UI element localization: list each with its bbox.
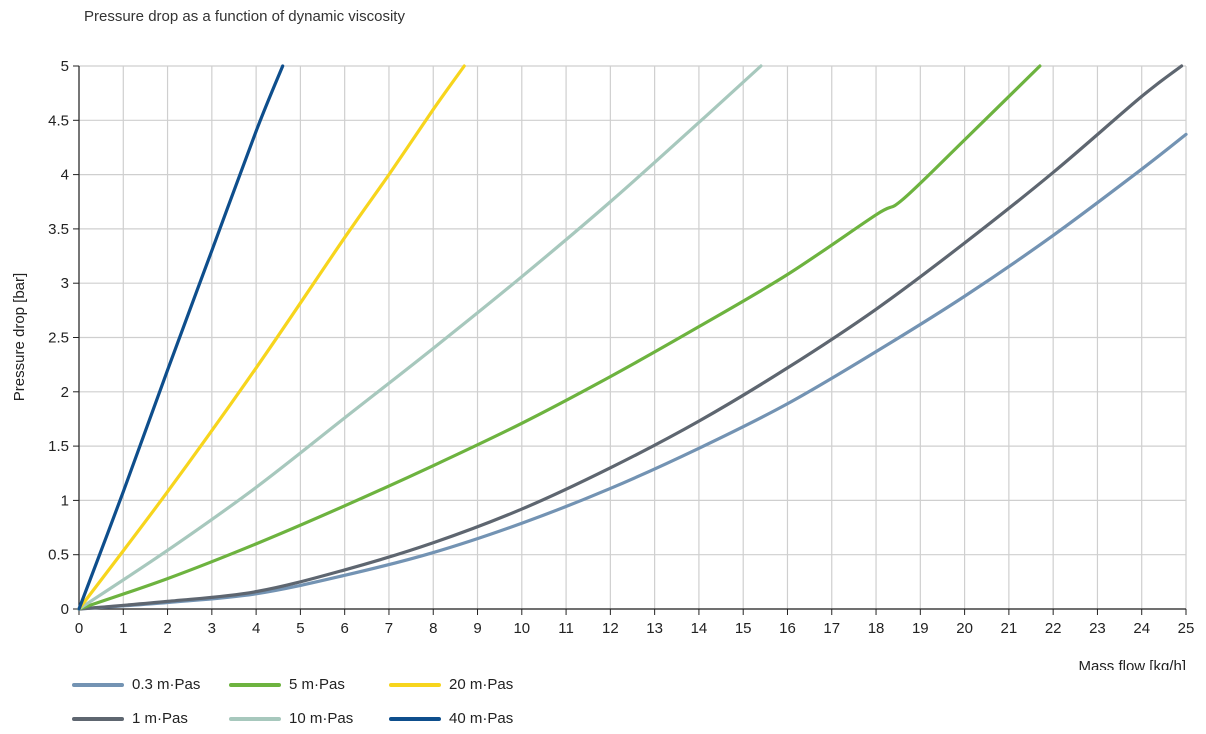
x-tick-label: 18 bbox=[868, 620, 885, 637]
x-tick-label: 4 bbox=[252, 620, 260, 637]
x-axis-label: Mass flow [kg/h] bbox=[1078, 658, 1186, 670]
legend-label: 0.3 m·Pas bbox=[132, 676, 201, 693]
x-tick-label: 17 bbox=[823, 620, 840, 637]
x-tick-label: 1 bbox=[119, 620, 127, 637]
legend-item: 40 m·Pas bbox=[389, 710, 513, 727]
y-tick-label: 4 bbox=[61, 167, 69, 184]
legend-swatch bbox=[72, 716, 124, 721]
y-tick-label: 5 bbox=[61, 58, 69, 75]
chart-plot: 0 1 2 3 4 5 6 7 8 9 10 11 12 13 14 15 16 17 18 19 20 21 22 23 24… bbox=[11, 58, 1194, 670]
legend-item: 10 m·Pas bbox=[229, 710, 353, 727]
grid bbox=[78, 65, 1187, 610]
x-tick-label: 5 bbox=[296, 620, 304, 637]
x-tick-label: 2 bbox=[163, 620, 171, 637]
legend-label: 5 m·Pas bbox=[289, 676, 345, 693]
legend-item: 0.3 m·Pas bbox=[72, 676, 200, 693]
x-tick-label: 15 bbox=[735, 620, 752, 637]
x-tick-label: 3 bbox=[208, 620, 216, 637]
y-tick-label: 3.5 bbox=[48, 221, 69, 238]
y-tick-label: 2 bbox=[61, 384, 69, 401]
x-tick-label: 7 bbox=[385, 620, 393, 637]
legend-label: 20 m·Pas bbox=[449, 676, 514, 693]
series-line-3 bbox=[77, 64, 763, 611]
x-tick-label: 10 bbox=[513, 620, 530, 637]
y-tick-label: 1 bbox=[61, 492, 69, 509]
x-tick-label: 23 bbox=[1089, 620, 1106, 637]
y-tick-label: 2.5 bbox=[48, 330, 69, 347]
chart-title: Pressure drop as a function of dynamic v… bbox=[84, 8, 405, 25]
legend-label: 10 m·Pas bbox=[289, 710, 354, 727]
x-tick-label: 13 bbox=[646, 620, 663, 637]
series-line-1 bbox=[77, 64, 1184, 611]
x-tick-label: 19 bbox=[912, 620, 929, 637]
x-tick-label: 8 bbox=[429, 620, 437, 637]
y-axis-label: Pressure drop [bar] bbox=[11, 273, 28, 401]
y-tick-label: 1.5 bbox=[48, 438, 69, 455]
legend-item: 1 m·Pas bbox=[72, 710, 188, 727]
x-tick-label: 16 bbox=[779, 620, 796, 637]
x-tick-label: 6 bbox=[341, 620, 349, 637]
series-lines bbox=[77, 64, 1188, 611]
legend-swatch bbox=[389, 682, 441, 687]
tick-labels: 0 1 2 3 4 5 6 7 8 9 10 11 12 13 14 15 16 17 18 19 20 21 22 23 24… bbox=[48, 58, 1194, 637]
x-tick-label: 20 bbox=[956, 620, 973, 637]
y-tick-label: 4.5 bbox=[48, 112, 69, 129]
series-line-5 bbox=[77, 64, 285, 611]
x-tick-label: 12 bbox=[602, 620, 619, 637]
y-tick-label: 0.5 bbox=[48, 547, 69, 564]
legend-swatch bbox=[229, 682, 281, 687]
legend-label: 40 m·Pas bbox=[449, 710, 514, 727]
legend-label: 1 m·Pas bbox=[132, 710, 188, 727]
legend-item: 5 m·Pas bbox=[229, 676, 345, 693]
x-tick-label: 9 bbox=[473, 620, 481, 637]
series-line-4 bbox=[77, 64, 466, 611]
x-tick-label: 11 bbox=[558, 620, 574, 637]
x-tick-label: 0 bbox=[75, 620, 83, 637]
x-tick-label: 25 bbox=[1178, 620, 1195, 637]
axes bbox=[73, 65, 1187, 615]
x-tick-label: 21 bbox=[1001, 620, 1018, 637]
legend: 0.3 m·Pas 1 m·Pas 5 m·Pas 10 m·Pas 20 m·Pas 4… bbox=[72, 676, 632, 732]
legend-swatch bbox=[72, 682, 124, 687]
x-tick-label: 24 bbox=[1133, 620, 1150, 637]
legend-item: 20 m·Pas bbox=[389, 676, 513, 693]
x-tick-label: 22 bbox=[1045, 620, 1062, 637]
legend-swatch bbox=[229, 716, 281, 721]
series-line-2 bbox=[77, 64, 1042, 611]
series-line-0 bbox=[77, 132, 1188, 611]
legend-swatch bbox=[389, 716, 441, 721]
y-tick-label: 3 bbox=[61, 275, 69, 292]
x-tick-label: 14 bbox=[691, 620, 708, 637]
y-tick-label: 0 bbox=[61, 601, 69, 618]
